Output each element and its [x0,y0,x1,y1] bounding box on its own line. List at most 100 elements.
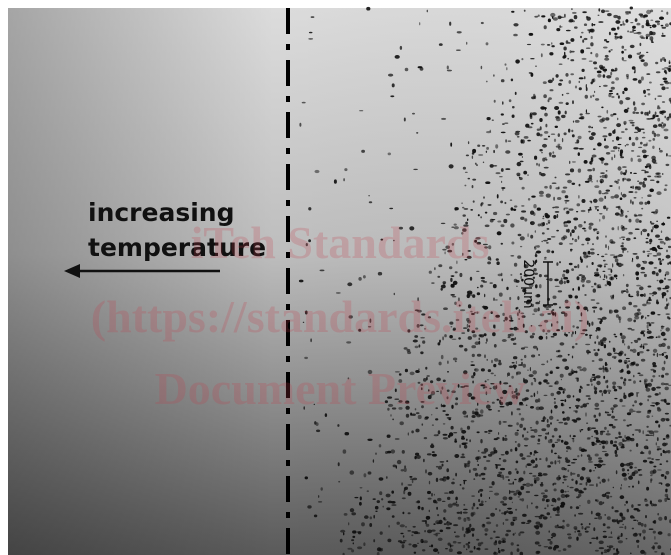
particle [524,438,529,441]
particle [572,238,574,240]
particle [307,505,311,508]
particle [413,169,418,170]
particle [531,123,534,125]
particle [532,370,537,374]
particle [511,11,514,13]
particle [481,22,484,24]
particle [604,274,606,278]
particle [657,105,659,107]
particle [450,278,452,282]
particle [600,172,605,174]
particle [403,540,407,542]
particle [508,511,513,514]
particle [655,98,657,100]
particle [502,189,504,191]
particle [666,471,670,475]
particle [652,295,654,297]
particle [542,158,545,162]
particle [435,501,437,503]
particle [446,476,449,480]
particle [502,101,503,105]
particle [544,380,546,382]
particle [590,42,593,46]
particle [438,538,443,541]
particle [403,535,405,537]
particle [597,254,599,255]
particle [599,307,602,310]
particle [639,13,643,15]
particle [433,523,435,525]
particle [530,222,532,224]
particle [633,237,636,239]
particle [527,44,531,45]
particle [449,22,451,26]
particle [459,345,463,348]
particle [564,281,566,284]
particle [641,208,643,210]
particle [614,129,616,132]
particle [318,495,319,498]
particle [589,175,592,179]
particle [541,364,545,366]
particle [417,500,420,503]
particle [544,258,547,259]
particle [489,491,493,492]
particle [614,154,615,158]
particle [592,168,595,171]
particle [647,255,649,257]
particle [629,219,632,223]
particle [655,402,660,405]
particle [622,178,626,180]
particle [535,245,536,246]
particle [511,207,514,211]
particle [659,482,663,484]
particle [605,453,609,456]
particle [642,25,645,28]
particle [515,509,517,511]
particle [597,209,599,211]
particle [406,414,409,418]
particle [612,519,617,522]
particle [587,454,590,457]
particle [453,432,457,433]
particle [585,412,586,416]
particle [602,317,607,320]
particle [392,83,395,87]
particle [596,375,601,378]
particle [650,369,654,371]
particle [544,186,548,189]
particle [653,162,657,164]
particle [649,461,653,464]
particle [605,117,609,120]
particle [503,219,507,223]
particle [367,439,372,441]
particle [644,178,648,181]
particle [522,139,525,143]
particle [521,205,524,207]
particle [460,484,462,486]
particle [607,110,609,114]
particle [517,255,521,258]
particle [616,314,619,318]
particle [460,456,465,458]
particle [473,503,475,507]
particle [575,86,577,89]
particle [391,449,396,453]
particle [613,444,617,447]
particle [593,61,597,64]
particle [501,273,503,276]
particle [583,252,587,255]
particle [450,523,452,525]
particle [665,373,669,376]
particle [417,543,418,544]
particle [527,431,529,433]
particle [485,181,490,184]
particle [662,33,664,35]
particle [527,233,528,237]
particle [464,442,467,444]
particle [647,329,649,331]
particle [521,347,525,349]
particle [308,38,313,39]
particle [534,247,536,250]
particle [456,501,457,503]
